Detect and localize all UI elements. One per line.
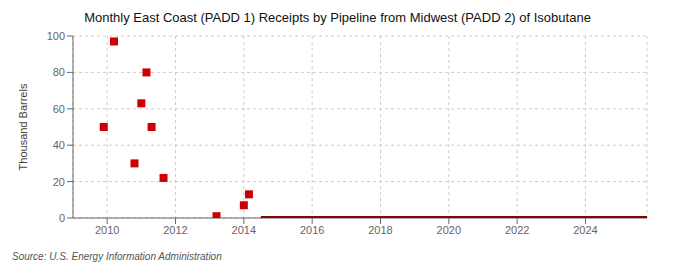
svg-text:80: 80 xyxy=(53,66,65,78)
svg-text:2012: 2012 xyxy=(163,224,187,236)
html-text:Source: U.S. Energy Informatio: Source: U.S. Energy Information Administ… xyxy=(12,251,222,262)
svg-text:60: 60 xyxy=(53,103,65,115)
svg-text:2018: 2018 xyxy=(368,224,392,236)
svg-text:2014: 2014 xyxy=(232,224,256,236)
svg-text:2010: 2010 xyxy=(95,224,119,236)
html-text:Monthly East Coast (PADD 1) Re: Monthly East Coast (PADD 1) Receipts by … xyxy=(84,10,591,25)
svg-text:2016: 2016 xyxy=(300,224,324,236)
svg-text:2024: 2024 xyxy=(573,224,597,236)
svg-text:100: 100 xyxy=(47,30,65,42)
svg-text:Thousand Barrels: Thousand Barrels xyxy=(17,83,29,170)
svg-text:20: 20 xyxy=(53,176,65,188)
svg-text:40: 40 xyxy=(53,139,65,151)
svg-text:2020: 2020 xyxy=(437,224,461,236)
svg-text:2022: 2022 xyxy=(505,224,529,236)
svg-text:0: 0 xyxy=(59,212,65,224)
